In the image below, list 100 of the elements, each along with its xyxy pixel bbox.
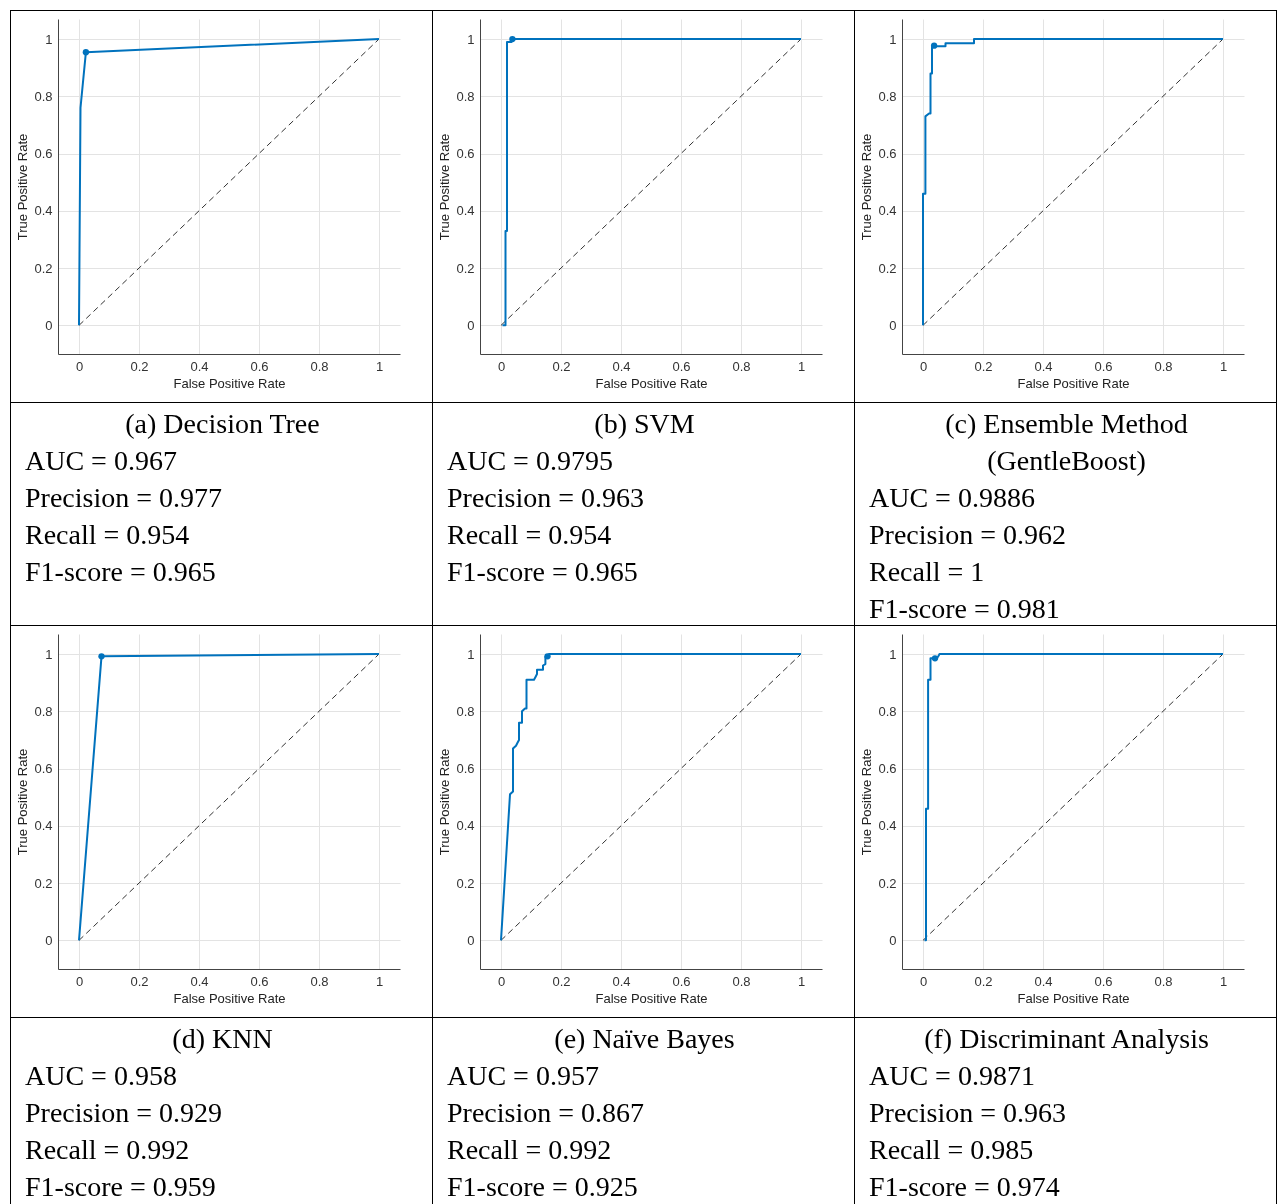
text: Precision = 0.963	[869, 1096, 1067, 1130]
x-tick-label: 0.4	[190, 973, 209, 989]
text: Recall = 0.985	[869, 1133, 1035, 1167]
text: AUC = 0.9871	[869, 1059, 1036, 1093]
y-tick-label: 0.8	[456, 88, 475, 104]
text: (f) Discriminant Analysis	[923, 1022, 1210, 1056]
x-tick-label: 1	[1219, 973, 1228, 989]
x-tick-label: 0.4	[612, 358, 631, 374]
y-tick-label: 0.4	[878, 203, 897, 219]
y-tick-label: 1	[45, 31, 53, 47]
text: Precision = 0.962	[869, 518, 1067, 552]
y-tick-label: 0	[889, 932, 897, 948]
text: (b) SVM	[593, 407, 696, 441]
y-tick-label: 1	[45, 646, 53, 662]
x-tick-label: 0.4	[1034, 973, 1053, 989]
y-tick-label: 0.8	[34, 88, 53, 104]
y-tick-label: 0.6	[878, 761, 897, 777]
y-axis-title: True Positive Rate	[859, 748, 875, 856]
text: Precision = 0.963	[447, 481, 645, 515]
y-tick-label: 1	[467, 646, 475, 662]
text: F1-score = 0.925	[447, 1170, 639, 1204]
y-axis-title: True Positive Rate	[437, 133, 453, 241]
text: AUC = 0.967	[25, 444, 178, 478]
y-tick-label: 1	[889, 646, 897, 662]
text: (e) Naïve Bayes	[553, 1022, 736, 1056]
y-axis-title: True Positive Rate	[437, 748, 453, 856]
x-tick-label: 0	[919, 973, 928, 989]
x-tick-label: 0.2	[552, 973, 571, 989]
y-tick-label: 0.2	[456, 875, 475, 891]
x-tick-label: 1	[797, 973, 806, 989]
x-tick-label: 0.4	[1034, 358, 1053, 374]
x-tick-label: 0.8	[310, 358, 329, 374]
x-tick-label: 0.4	[190, 358, 209, 374]
y-tick-label: 0.8	[878, 88, 897, 104]
x-tick-label: 1	[797, 358, 806, 374]
x-tick-label: 0.6	[672, 973, 691, 989]
x-tick-label: 0.2	[552, 358, 571, 374]
x-tick-label: 0.2	[974, 973, 993, 989]
y-tick-label: 0.8	[34, 703, 53, 719]
text: AUC = 0.958	[25, 1059, 178, 1093]
x-tick-label: 0	[75, 358, 84, 374]
text: Precision = 0.929	[25, 1096, 223, 1130]
x-tick-label: 0	[919, 358, 928, 374]
y-tick-label: 0.6	[456, 146, 475, 162]
x-axis-title: False Positive Rate	[1017, 990, 1130, 1006]
y-tick-label: 0.4	[34, 203, 53, 219]
x-tick-label: 1	[375, 358, 384, 374]
y-tick-label: 0.8	[878, 703, 897, 719]
text: Recall = 0.992	[447, 1133, 613, 1167]
y-tick-label: 0.6	[34, 761, 53, 777]
x-tick-label: 0.8	[1154, 358, 1173, 374]
y-tick-label: 0.6	[456, 761, 475, 777]
text: (c) Ensemble Method (GentleBoost)	[944, 407, 1189, 478]
y-tick-label: 0	[467, 317, 475, 333]
y-tick-label: 1	[889, 31, 897, 47]
text: AUC = 0.957	[447, 1059, 600, 1093]
x-tick-label: 0.6	[1094, 973, 1113, 989]
text: Recall = 1	[869, 555, 986, 589]
text: AUC = 0.9886	[869, 481, 1036, 515]
text: Recall = 0.954	[447, 518, 613, 552]
x-tick-label: 0.8	[310, 973, 329, 989]
y-tick-label: 0.4	[456, 203, 475, 219]
text: F1-score = 0.981	[869, 592, 1061, 626]
x-tick-label: 0.2	[130, 973, 149, 989]
x-tick-label: 0	[497, 973, 506, 989]
y-axis-title: True Positive Rate	[859, 133, 875, 241]
y-tick-label: 0.2	[878, 875, 897, 891]
x-tick-label: 0.8	[732, 973, 751, 989]
text: AUC = 0.9795	[447, 444, 614, 478]
y-tick-label: 0.2	[878, 260, 897, 276]
x-tick-label: 0	[497, 358, 506, 374]
x-tick-label: 0.8	[732, 358, 751, 374]
text: F1-score = 0.974	[869, 1170, 1061, 1204]
x-axis-title: False Positive Rate	[173, 990, 286, 1006]
x-tick-label: 1	[1219, 358, 1228, 374]
text: (d) KNN	[171, 1022, 274, 1056]
x-tick-label: 0.6	[672, 358, 691, 374]
y-tick-label: 0.2	[456, 260, 475, 276]
y-tick-label: 1	[467, 31, 475, 47]
x-axis-title: False Positive Rate	[595, 990, 708, 1006]
x-tick-label: 0.6	[250, 358, 269, 374]
text: Recall = 0.992	[25, 1133, 191, 1167]
y-tick-label: 0.4	[456, 818, 475, 834]
x-axis-title: False Positive Rate	[595, 375, 708, 391]
x-tick-label: 0.2	[974, 358, 993, 374]
x-axis-title: False Positive Rate	[173, 375, 286, 391]
y-tick-label: 0.6	[878, 146, 897, 162]
y-tick-label: 0	[45, 932, 53, 948]
y-axis-title: True Positive Rate	[15, 133, 31, 241]
y-tick-label: 0.4	[34, 818, 53, 834]
y-axis-title: True Positive Rate	[15, 748, 31, 856]
x-tick-label: 1	[375, 973, 384, 989]
text: Recall = 0.954	[25, 518, 191, 552]
y-tick-label: 0	[889, 317, 897, 333]
x-tick-label: 0	[75, 973, 84, 989]
text: Precision = 0.867	[447, 1096, 645, 1130]
y-tick-label: 0	[45, 317, 53, 333]
text: F1-score = 0.965	[25, 555, 217, 589]
x-axis-title: False Positive Rate	[1017, 375, 1130, 391]
y-tick-label: 0	[467, 932, 475, 948]
